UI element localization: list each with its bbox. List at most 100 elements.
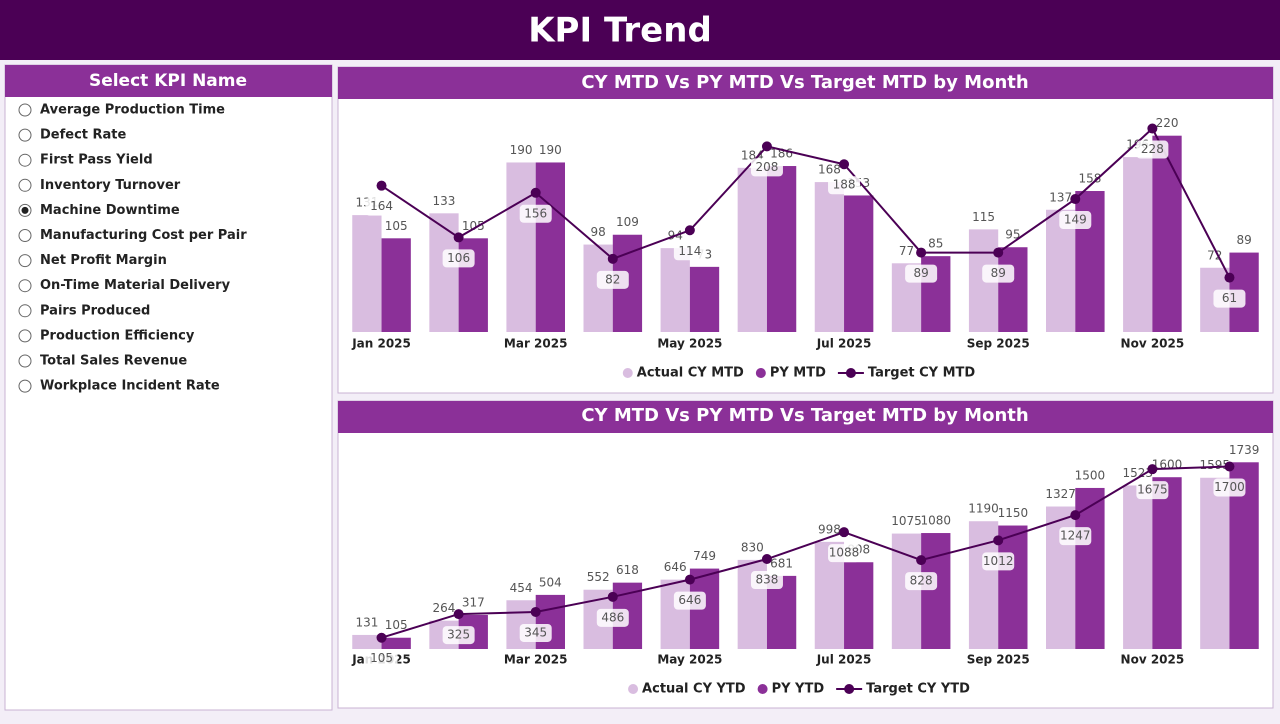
chart-panel bbox=[337, 66, 1274, 394]
slicer-option[interactable]: Net Profit Margin bbox=[40, 253, 167, 268]
legend-label: PY MTD bbox=[770, 366, 826, 381]
data-label: 168 bbox=[818, 163, 841, 177]
x-tick-label: May 2025 bbox=[657, 653, 722, 667]
data-label: 164 bbox=[370, 199, 393, 213]
legend-label: Actual CY YTD bbox=[642, 682, 746, 697]
data-label: 190 bbox=[510, 143, 533, 157]
data-label: 82 bbox=[605, 272, 620, 286]
radio-button[interactable] bbox=[18, 128, 32, 142]
radio-button[interactable] bbox=[18, 254, 32, 268]
data-label: 1739 bbox=[1229, 443, 1260, 457]
chart-header bbox=[338, 401, 1273, 433]
header-bar bbox=[0, 0, 1280, 60]
line-marker bbox=[993, 247, 1004, 258]
x-tick-label: Nov 2025 bbox=[1121, 653, 1185, 667]
data-label: 1595 bbox=[1200, 458, 1231, 472]
bar bbox=[766, 166, 797, 332]
data-label: 89 bbox=[1236, 233, 1251, 247]
data-label: 1500 bbox=[1075, 468, 1106, 482]
legend-marker bbox=[628, 684, 639, 694]
radio-button[interactable] bbox=[18, 178, 32, 192]
line-marker bbox=[530, 606, 541, 617]
data-label: 646 bbox=[664, 560, 687, 574]
bar bbox=[814, 182, 845, 332]
slicer-option[interactable]: Workplace Incident Rate bbox=[40, 379, 220, 394]
slicer-option[interactable]: Manufacturing Cost per Pair bbox=[40, 228, 247, 243]
data-label-box bbox=[596, 270, 629, 289]
data-label: 317 bbox=[462, 595, 485, 609]
data-label: 228 bbox=[1141, 142, 1164, 156]
x-tick-label: Sep 2025 bbox=[967, 653, 1030, 667]
line-marker bbox=[1147, 123, 1158, 134]
x-tick-label: Mar 2025 bbox=[504, 337, 568, 351]
bar bbox=[998, 525, 1028, 649]
bar bbox=[660, 248, 690, 332]
radio-button[interactable] bbox=[18, 279, 32, 293]
line-marker bbox=[607, 253, 618, 264]
slicer-option[interactable]: Average Production Time bbox=[40, 103, 225, 118]
radio-button[interactable] bbox=[18, 354, 32, 368]
data-label: 749 bbox=[693, 549, 716, 563]
data-label-box bbox=[905, 572, 938, 591]
radio-button[interactable] bbox=[18, 229, 32, 242]
data-label: 85 bbox=[928, 237, 943, 251]
radio-button[interactable] bbox=[18, 304, 32, 318]
slicer-option[interactable]: Inventory Turnover bbox=[40, 178, 181, 193]
data-label-box bbox=[1136, 140, 1169, 159]
slicer-option[interactable]: Production Efficiency bbox=[40, 328, 195, 343]
x-tick-label: Nov 2025 bbox=[1121, 337, 1185, 351]
legend-label: Target CY YTD bbox=[866, 682, 970, 697]
radio-button[interactable] bbox=[18, 103, 32, 117]
line-marker bbox=[453, 232, 464, 243]
bar bbox=[1200, 477, 1230, 649]
data-label: 1190 bbox=[968, 502, 999, 516]
slicer-option[interactable]: On-Time Material Delivery bbox=[40, 278, 231, 293]
data-label: 105 bbox=[385, 219, 408, 233]
bar bbox=[352, 215, 382, 332]
bar bbox=[998, 247, 1028, 332]
line-marker bbox=[1070, 194, 1081, 205]
slicer-header bbox=[5, 65, 332, 97]
bar bbox=[506, 162, 536, 332]
line-marker bbox=[453, 609, 464, 620]
data-label: 1523 bbox=[1122, 466, 1153, 480]
line-marker bbox=[916, 247, 927, 258]
line-marker bbox=[1147, 464, 1158, 475]
data-label: 830 bbox=[741, 540, 764, 554]
chart-title: CY MTD Vs PY MTD Vs Target MTD by Month bbox=[581, 72, 1028, 93]
slicer-option[interactable]: Machine Downtime bbox=[40, 203, 180, 218]
radio-button[interactable] bbox=[18, 153, 32, 167]
slicer-option[interactable]: First Pass Yield bbox=[40, 153, 153, 168]
data-label: 504 bbox=[539, 575, 562, 589]
data-label: 220 bbox=[1156, 116, 1179, 130]
radio-button[interactable] bbox=[18, 379, 32, 393]
data-label: 208 bbox=[756, 160, 779, 174]
line-marker bbox=[376, 180, 387, 191]
data-label: 115 bbox=[972, 210, 995, 224]
data-label: 838 bbox=[756, 573, 779, 587]
data-label-box bbox=[750, 158, 783, 177]
data-label: 998 bbox=[818, 522, 841, 536]
line-marker bbox=[684, 225, 695, 236]
legend-label: PY YTD bbox=[772, 682, 825, 697]
bar bbox=[535, 162, 565, 332]
slicer-option[interactable]: Total Sales Revenue bbox=[40, 354, 187, 369]
slicer-option[interactable]: Defect Rate bbox=[40, 128, 127, 143]
radio-button[interactable] bbox=[18, 329, 32, 343]
legend-marker bbox=[845, 368, 856, 378]
data-label: 1700 bbox=[1214, 480, 1245, 494]
legend-label: Actual CY MTD bbox=[637, 366, 744, 381]
bar bbox=[429, 213, 459, 332]
data-label-box bbox=[1059, 527, 1092, 546]
data-label: 149 bbox=[1064, 213, 1087, 227]
bar bbox=[1046, 209, 1076, 332]
data-label: 1675 bbox=[1137, 483, 1168, 497]
data-label: 646 bbox=[678, 593, 701, 607]
data-label: 109 bbox=[616, 215, 639, 229]
slicer-option[interactable]: Pairs Produced bbox=[40, 303, 150, 318]
x-tick-label: Mar 2025 bbox=[504, 653, 568, 667]
legend-marker bbox=[622, 368, 633, 378]
bar bbox=[844, 562, 874, 649]
line-marker bbox=[1070, 510, 1081, 521]
bar bbox=[352, 634, 382, 649]
